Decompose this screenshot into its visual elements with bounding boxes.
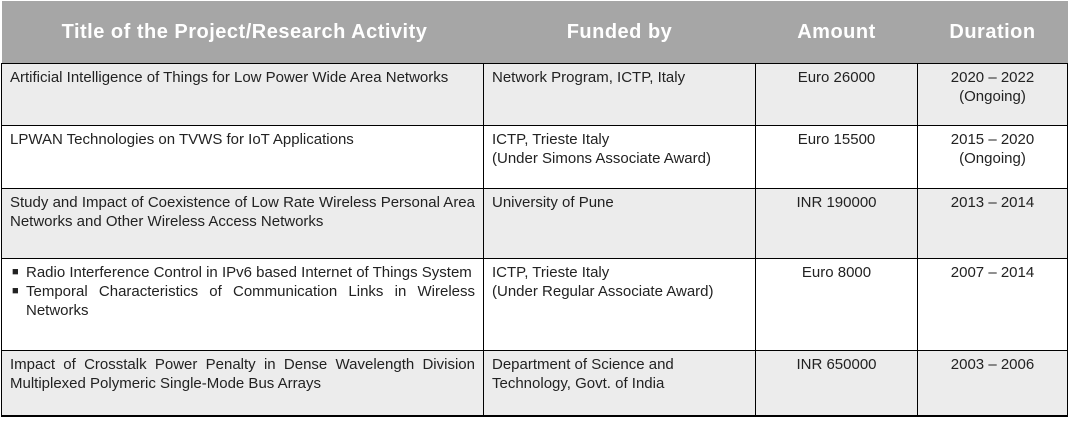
funder-line: ICTP, Trieste Italy (492, 131, 610, 148)
project-duration: 2015 – 2020 (Ongoing) (917, 125, 1068, 189)
list-item: ■ Temporal Characteristics of Communicat… (10, 282, 475, 320)
bullet-icon: ■ (12, 285, 19, 297)
duration-years: 2013 – 2014 (950, 194, 1035, 211)
header-row: Title of the Project/Research Activity F… (1, 1, 1068, 64)
bullet-icon: ■ (12, 266, 19, 278)
duration-years: 2015 – 2020 (950, 131, 1035, 148)
project-duration: 2003 – 2006 (917, 350, 1068, 417)
project-title-list: ■ Radio Interference Control in IPv6 bas… (10, 263, 475, 320)
list-item-text: Temporal Characteristics of Communicatio… (26, 283, 475, 319)
list-item-text: Radio Interference Control in IPv6 based… (26, 264, 472, 281)
table-row: LPWAN Technologies on TVWS for IoT Appli… (1, 125, 1068, 189)
project-duration: 2020 – 2022 (Ongoing) (917, 63, 1068, 126)
funder-line: University of Pune (492, 194, 614, 211)
projects-table: Title of the Project/Research Activity F… (1, 1, 1068, 417)
duration-years: 2020 – 2022 (950, 69, 1035, 86)
project-amount: INR 190000 (755, 188, 918, 259)
funder-line: (Under Simons Associate Award) (492, 150, 711, 167)
project-funder: ICTP, Trieste Italy (Under Simons Associ… (483, 125, 756, 189)
project-amount: Euro 15500 (755, 125, 918, 189)
duration-status: (Ongoing) (959, 88, 1026, 105)
project-funder: ICTP, Trieste Italy (Under Regular Assoc… (483, 258, 756, 351)
table-row: ■ Radio Interference Control in IPv6 bas… (1, 258, 1068, 351)
project-duration: 2013 – 2014 (917, 188, 1068, 259)
table-row: Study and Impact of Coexistence of Low R… (1, 188, 1068, 259)
project-funder: Department of Science and Technology, Go… (483, 350, 756, 417)
funder-line: Department of Science and (492, 356, 674, 373)
project-funder: University of Pune (483, 188, 756, 259)
header-amount: Amount (755, 1, 918, 64)
project-amount: Euro 8000 (755, 258, 918, 351)
duration-years: 2003 – 2006 (950, 356, 1035, 373)
duration-status: (Ongoing) (959, 150, 1026, 167)
funder-line: (Under Regular Associate Award) (492, 283, 714, 300)
project-duration: 2007 – 2014 (917, 258, 1068, 351)
table-header: Title of the Project/Research Activity F… (1, 1, 1068, 64)
project-title: LPWAN Technologies on TVWS for IoT Appli… (1, 125, 484, 189)
funder-line: Technology, Govt. of India (492, 375, 665, 392)
project-amount: Euro 26000 (755, 63, 918, 126)
header-funded-by: Funded by (483, 1, 756, 64)
project-title: Impact of Crosstalk Power Penalty in Den… (1, 350, 484, 417)
project-title: Artificial Intelligence of Things for Lo… (1, 63, 484, 126)
project-funder: Network Program, ICTP, Italy (483, 63, 756, 126)
table-row: Artificial Intelligence of Things for Lo… (1, 63, 1068, 126)
funder-line: ICTP, Trieste Italy (492, 264, 610, 281)
project-amount: INR 650000 (755, 350, 918, 417)
project-title: ■ Radio Interference Control in IPv6 bas… (1, 258, 484, 351)
header-duration: Duration (917, 1, 1068, 64)
header-title: Title of the Project/Research Activity (1, 1, 484, 64)
funder-line: Network Program, ICTP, Italy (492, 69, 686, 86)
project-title: Study and Impact of Coexistence of Low R… (1, 188, 484, 259)
list-item: ■ Radio Interference Control in IPv6 bas… (10, 263, 475, 282)
duration-years: 2007 – 2014 (950, 264, 1035, 281)
table-row: Impact of Crosstalk Power Penalty in Den… (1, 350, 1068, 417)
table-body: Artificial Intelligence of Things for Lo… (1, 63, 1068, 417)
